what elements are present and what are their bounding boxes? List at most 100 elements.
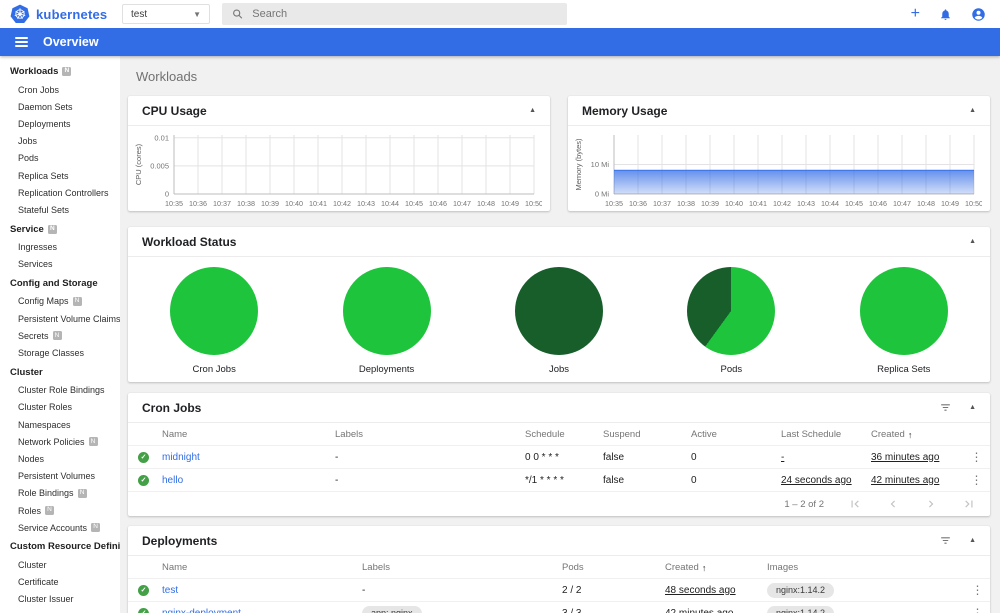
sidebar-section-service[interactable]: Service N [0,219,120,239]
sidebar-item-cluster-role-bindings[interactable]: Cluster Role Bindings [0,382,120,399]
relative-time: 36 minutes ago [871,451,940,463]
first-page-icon[interactable] [848,497,862,511]
collapse-icon[interactable]: ▲ [969,107,976,114]
cell-text: false [603,474,625,486]
column-header-name[interactable]: Name [162,556,362,579]
sidebar-item-cluster-issuer[interactable]: Cluster Issuer [0,591,120,608]
row-actions-cell[interactable]: ⋮ [963,469,990,492]
cpu-usage-title: CPU Usage [142,103,207,118]
account-icon[interactable] [971,7,986,22]
column-header-labels[interactable]: Labels [362,556,562,579]
svg-text:10:42: 10:42 [773,199,791,208]
sidebar-section-custom-resource-definitions[interactable]: Custom Resource Definitions [0,536,120,556]
sidebar-item-secrets[interactable]: Secrets N [0,327,120,344]
sidebar-item-certificate[interactable]: Certificate [0,574,120,591]
cell-text: 0 [691,451,697,463]
page-title: Workloads [136,69,198,84]
sidebar-item-cluster-roles[interactable]: Cluster Roles [0,399,120,416]
sidebar-item-cluster[interactable]: Cluster [0,556,120,573]
last-page-icon[interactable] [962,497,976,511]
column-header-last-schedule[interactable]: Last Schedule [781,423,871,446]
row-status-cell: ✓ [128,446,162,469]
column-header-suspend[interactable]: Suspend [603,423,691,446]
collapse-icon[interactable]: ▲ [969,404,976,411]
sidebar-item-stateful-sets[interactable]: Stateful Sets [0,201,120,218]
column-header-schedule[interactable]: Schedule [525,423,603,446]
sidebar-item-replication-controllers[interactable]: Replication Controllers [0,184,120,201]
sidebar-item-label: Roles [18,505,42,516]
row-actions-cell[interactable]: ⋮ [965,579,990,602]
sidebar-item-services[interactable]: Services [0,256,120,273]
sidebar-item-pods[interactable]: Pods [0,150,120,167]
search-input[interactable] [252,8,557,20]
sidebar-item-daemon-sets[interactable]: Daemon Sets [0,98,120,115]
sidebar-item-persistent-volumes[interactable]: Persistent Volumes [0,468,120,485]
sidebar-item-nodes[interactable]: Nodes [0,450,120,467]
svg-text:10:40: 10:40 [725,199,743,208]
previous-page-icon[interactable] [886,497,900,511]
sidebar-item-ingresses[interactable]: Ingresses [0,239,120,256]
sidebar-item-persistent-volume-claims[interactable]: Persistent Volume ClaimsN [0,310,120,327]
sidebar-item-replica-sets[interactable]: Replica Sets [0,167,120,184]
create-resource-button[interactable]: + [910,5,920,22]
sidebar-item-roles[interactable]: Roles N [0,502,120,519]
svg-text:10:49: 10:49 [941,199,959,208]
column-header-pods[interactable]: Pods [562,556,665,579]
svg-text:0.01: 0.01 [154,133,169,142]
kebab-menu-icon[interactable]: ⋮ [971,583,984,597]
svg-text:10:43: 10:43 [357,199,375,208]
collapse-icon[interactable]: ▲ [969,537,976,544]
collapse-icon[interactable]: ▲ [969,238,976,245]
column-header-status [128,556,162,579]
row-actions-cell[interactable]: ⋮ [963,446,990,469]
kebab-menu-icon[interactable]: ⋮ [970,450,983,464]
resource-link[interactable]: hello [162,474,184,486]
sidebar-item-service-accounts[interactable]: Service Accounts N [0,519,120,536]
resource-link[interactable]: midnight [162,451,200,463]
sidebar-item-jobs[interactable]: Jobs [0,133,120,150]
filter-icon[interactable] [939,401,952,414]
next-page-icon[interactable] [924,497,938,511]
deployments-title: Deployments [142,533,218,548]
sidebar-item-cron-jobs[interactable]: Cron Jobs [0,81,120,98]
kebab-menu-icon[interactable]: ⋮ [971,606,984,613]
pagination-range: 1 – 2 of 2 [784,498,824,510]
cell-active: 0 [691,446,781,469]
svg-text:Memory (bytes): Memory (bytes) [574,138,583,191]
sidebar-item-storage-classes[interactable]: Storage Classes [0,344,120,361]
relative-time: 48 seconds ago [665,584,736,596]
sidebar-item-role-bindings[interactable]: Role Bindings N [0,485,120,502]
column-header-created[interactable]: Created ↑ [665,556,767,579]
column-header-name[interactable]: Name [162,423,335,446]
sidebar-item-config-maps[interactable]: Config Maps N [0,293,120,310]
sidebar-section-config-and-storage[interactable]: Config and Storage [0,273,120,293]
kubernetes-logo[interactable]: kubernetes [10,4,122,24]
menu-icon[interactable] [15,36,28,48]
search-bar[interactable] [222,3,567,25]
sidebar-item-network-policies[interactable]: Network Policies N [0,433,120,450]
collapse-icon[interactable]: ▲ [529,107,536,114]
row-actions-cell[interactable]: ⋮ [965,602,990,613]
cpu-usage-card-header: CPU Usage ▲ [128,96,550,126]
sidebar-item-label: Jobs [18,136,38,147]
column-header-actions [963,423,990,446]
sidebar-item-namespaces[interactable]: Namespaces [0,416,120,433]
sort-ascending-icon: ↑ [907,429,913,440]
column-header-images[interactable]: Images [767,556,965,579]
sidebar-section-workloads[interactable]: Workloads N [0,61,120,81]
svg-text:CPU (cores): CPU (cores) [134,143,143,185]
column-header-active[interactable]: Active [691,423,781,446]
notifications-bell-icon[interactable] [939,8,952,21]
namespace-selector[interactable]: test ▼ [122,4,210,24]
sidebar-section-cluster[interactable]: Cluster [0,362,120,382]
sidebar-item-deployments[interactable]: Deployments [0,115,120,132]
cell-text: 0 [691,474,697,486]
svg-text:10:46: 10:46 [429,199,447,208]
resource-link[interactable]: nginx-deployment [162,607,241,613]
column-header-labels[interactable]: Labels [335,423,525,446]
column-header-created[interactable]: Created ↑ [871,423,963,446]
kebab-menu-icon[interactable]: ⋮ [970,473,983,487]
cron-jobs-title: Cron Jobs [142,400,202,415]
filter-icon[interactable] [939,534,952,547]
resource-link[interactable]: test [162,584,179,596]
